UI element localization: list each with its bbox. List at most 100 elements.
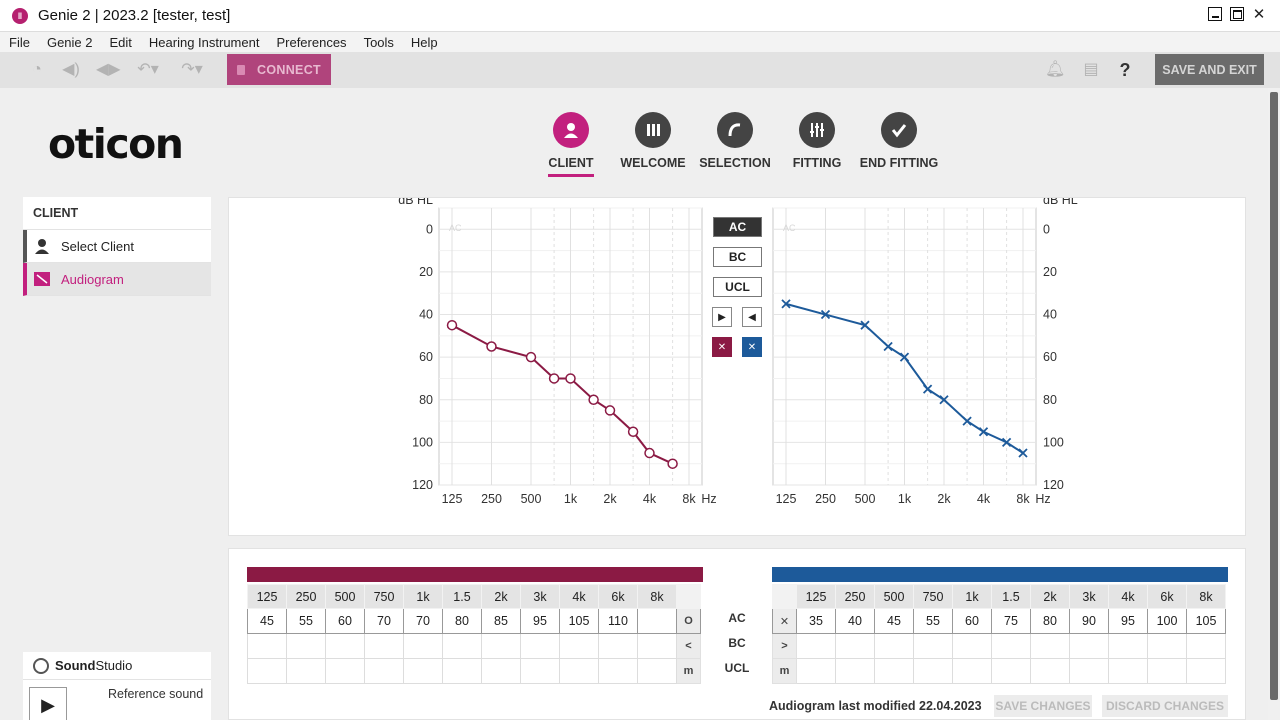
discard-changes-button[interactable]: DISCARD CHANGES — [1102, 695, 1228, 717]
threshold-cell[interactable] — [403, 633, 443, 659]
threshold-cell[interactable] — [637, 608, 677, 634]
threshold-cell[interactable] — [325, 633, 365, 659]
threshold-cell[interactable] — [1069, 658, 1109, 684]
threshold-cell[interactable] — [796, 633, 836, 659]
threshold-cell[interactable] — [286, 658, 326, 684]
frequency-header[interactable]: 750 — [913, 584, 953, 609]
threshold-cell[interactable] — [403, 658, 443, 684]
frequency-header[interactable]: 2k — [1030, 584, 1070, 609]
frequency-header[interactable]: 3k — [1069, 584, 1109, 609]
frequency-header[interactable]: 6k — [598, 584, 638, 609]
threshold-cell[interactable] — [1108, 633, 1148, 659]
threshold-cell[interactable] — [1186, 633, 1226, 659]
clear-right-icon[interactable]: ✕ — [712, 337, 732, 357]
threshold-cell[interactable] — [1069, 633, 1109, 659]
threshold-cell[interactable] — [991, 658, 1031, 684]
threshold-cell[interactable]: 105 — [559, 608, 599, 634]
threshold-cell[interactable] — [559, 658, 599, 684]
sound-icon[interactable]: ◀▶ — [96, 61, 121, 78]
frequency-header[interactable]: 8k — [637, 584, 677, 609]
clear-left-icon[interactable]: ✕ — [742, 337, 762, 357]
step-welcome[interactable]: WELCOME — [612, 112, 694, 177]
threshold-cell[interactable] — [520, 658, 560, 684]
threshold-cell[interactable] — [442, 633, 482, 659]
frequency-header[interactable]: 6k — [1147, 584, 1187, 609]
frequency-header[interactable]: 125 — [247, 584, 287, 609]
menu-file[interactable]: File — [9, 34, 30, 50]
threshold-cell[interactable]: 90 — [1069, 608, 1109, 634]
threshold-cell[interactable] — [952, 633, 992, 659]
bell-icon[interactable]: 🔔︎ — [1045, 61, 1066, 78]
mute-icon[interactable]: ◀) — [62, 61, 80, 78]
menu-preferences[interactable]: Preferences — [276, 34, 347, 50]
threshold-cell[interactable]: 95 — [520, 608, 560, 634]
threshold-cell[interactable] — [559, 633, 599, 659]
maximize-button[interactable] — [1230, 7, 1244, 21]
threshold-cell[interactable]: 40 — [835, 608, 875, 634]
threshold-cell[interactable] — [952, 658, 992, 684]
ac-mode-button[interactable]: AC — [713, 217, 762, 237]
threshold-cell[interactable] — [1108, 658, 1148, 684]
threshold-cell[interactable]: 100 — [1147, 608, 1187, 634]
undo-icon[interactable]: ↶▾ — [137, 61, 159, 78]
frequency-header[interactable]: 125 — [796, 584, 836, 609]
scrollbar[interactable] — [1268, 88, 1280, 720]
threshold-cell[interactable]: 105 — [1186, 608, 1226, 634]
menu-hearing-instrument[interactable]: Hearing Instrument — [148, 34, 260, 50]
threshold-cell[interactable] — [364, 633, 404, 659]
play-button[interactable]: ▶ — [29, 687, 67, 720]
threshold-cell[interactable] — [796, 658, 836, 684]
bc-mode-button[interactable]: BC — [713, 247, 762, 267]
scrollbar-thumb[interactable] — [1270, 92, 1278, 700]
sidebar-item-select-client[interactable]: Select Client — [23, 230, 211, 263]
threshold-cell[interactable] — [1147, 658, 1187, 684]
threshold-cell[interactable] — [325, 658, 365, 684]
threshold-cell[interactable] — [637, 633, 677, 659]
threshold-cell[interactable] — [598, 633, 638, 659]
help-icon[interactable]: ? — [1119, 60, 1131, 80]
frequency-header[interactable]: 500 — [874, 584, 914, 609]
menu-edit[interactable]: Edit — [109, 34, 132, 50]
minimize-button[interactable] — [1208, 7, 1222, 21]
frequency-header[interactable]: 4k — [1108, 584, 1148, 609]
threshold-cell[interactable]: 45 — [874, 608, 914, 634]
menu-genie2[interactable]: Genie 2 — [46, 34, 93, 50]
threshold-cell[interactable] — [637, 658, 677, 684]
threshold-cell[interactable]: 95 — [1108, 608, 1148, 634]
threshold-cell[interactable] — [835, 633, 875, 659]
threshold-cell[interactable]: 60 — [325, 608, 365, 634]
step-selection[interactable]: SELECTION — [694, 112, 776, 177]
threshold-cell[interactable] — [481, 658, 521, 684]
threshold-cell[interactable] — [913, 633, 953, 659]
threshold-cell[interactable] — [874, 658, 914, 684]
threshold-cell[interactable] — [364, 658, 404, 684]
close-button[interactable]: ✕ — [1252, 5, 1266, 23]
frequency-header[interactable]: 1.5 — [991, 584, 1031, 609]
threshold-cell[interactable] — [1147, 633, 1187, 659]
threshold-cell[interactable]: 70 — [403, 608, 443, 634]
frequency-header[interactable]: 2k — [481, 584, 521, 609]
threshold-cell[interactable] — [247, 658, 287, 684]
step-client[interactable]: CLIENT — [530, 112, 612, 177]
threshold-cell[interactable] — [520, 633, 560, 659]
threshold-cell[interactable] — [1186, 658, 1226, 684]
detect-icon[interactable]: ◔ — [32, 61, 42, 78]
threshold-cell[interactable]: 45 — [247, 608, 287, 634]
threshold-cell[interactable] — [598, 658, 638, 684]
threshold-cell[interactable] — [874, 633, 914, 659]
threshold-cell[interactable]: 55 — [286, 608, 326, 634]
frequency-header[interactable]: 8k — [1186, 584, 1226, 609]
threshold-cell[interactable]: 80 — [442, 608, 482, 634]
threshold-cell[interactable] — [1030, 658, 1070, 684]
save-changes-button[interactable]: SAVE CHANGES — [994, 695, 1092, 717]
frequency-header[interactable]: 4k — [559, 584, 599, 609]
step-end-fitting[interactable]: END FITTING — [858, 112, 940, 177]
frequency-header[interactable]: 750 — [364, 584, 404, 609]
threshold-cell[interactable] — [1030, 633, 1070, 659]
threshold-cell[interactable] — [481, 633, 521, 659]
frequency-header[interactable]: 1k — [952, 584, 992, 609]
frequency-header[interactable]: 250 — [835, 584, 875, 609]
ucl-mode-button[interactable]: UCL — [713, 277, 762, 297]
frequency-header[interactable]: 1.5 — [442, 584, 482, 609]
threshold-cell[interactable] — [286, 633, 326, 659]
